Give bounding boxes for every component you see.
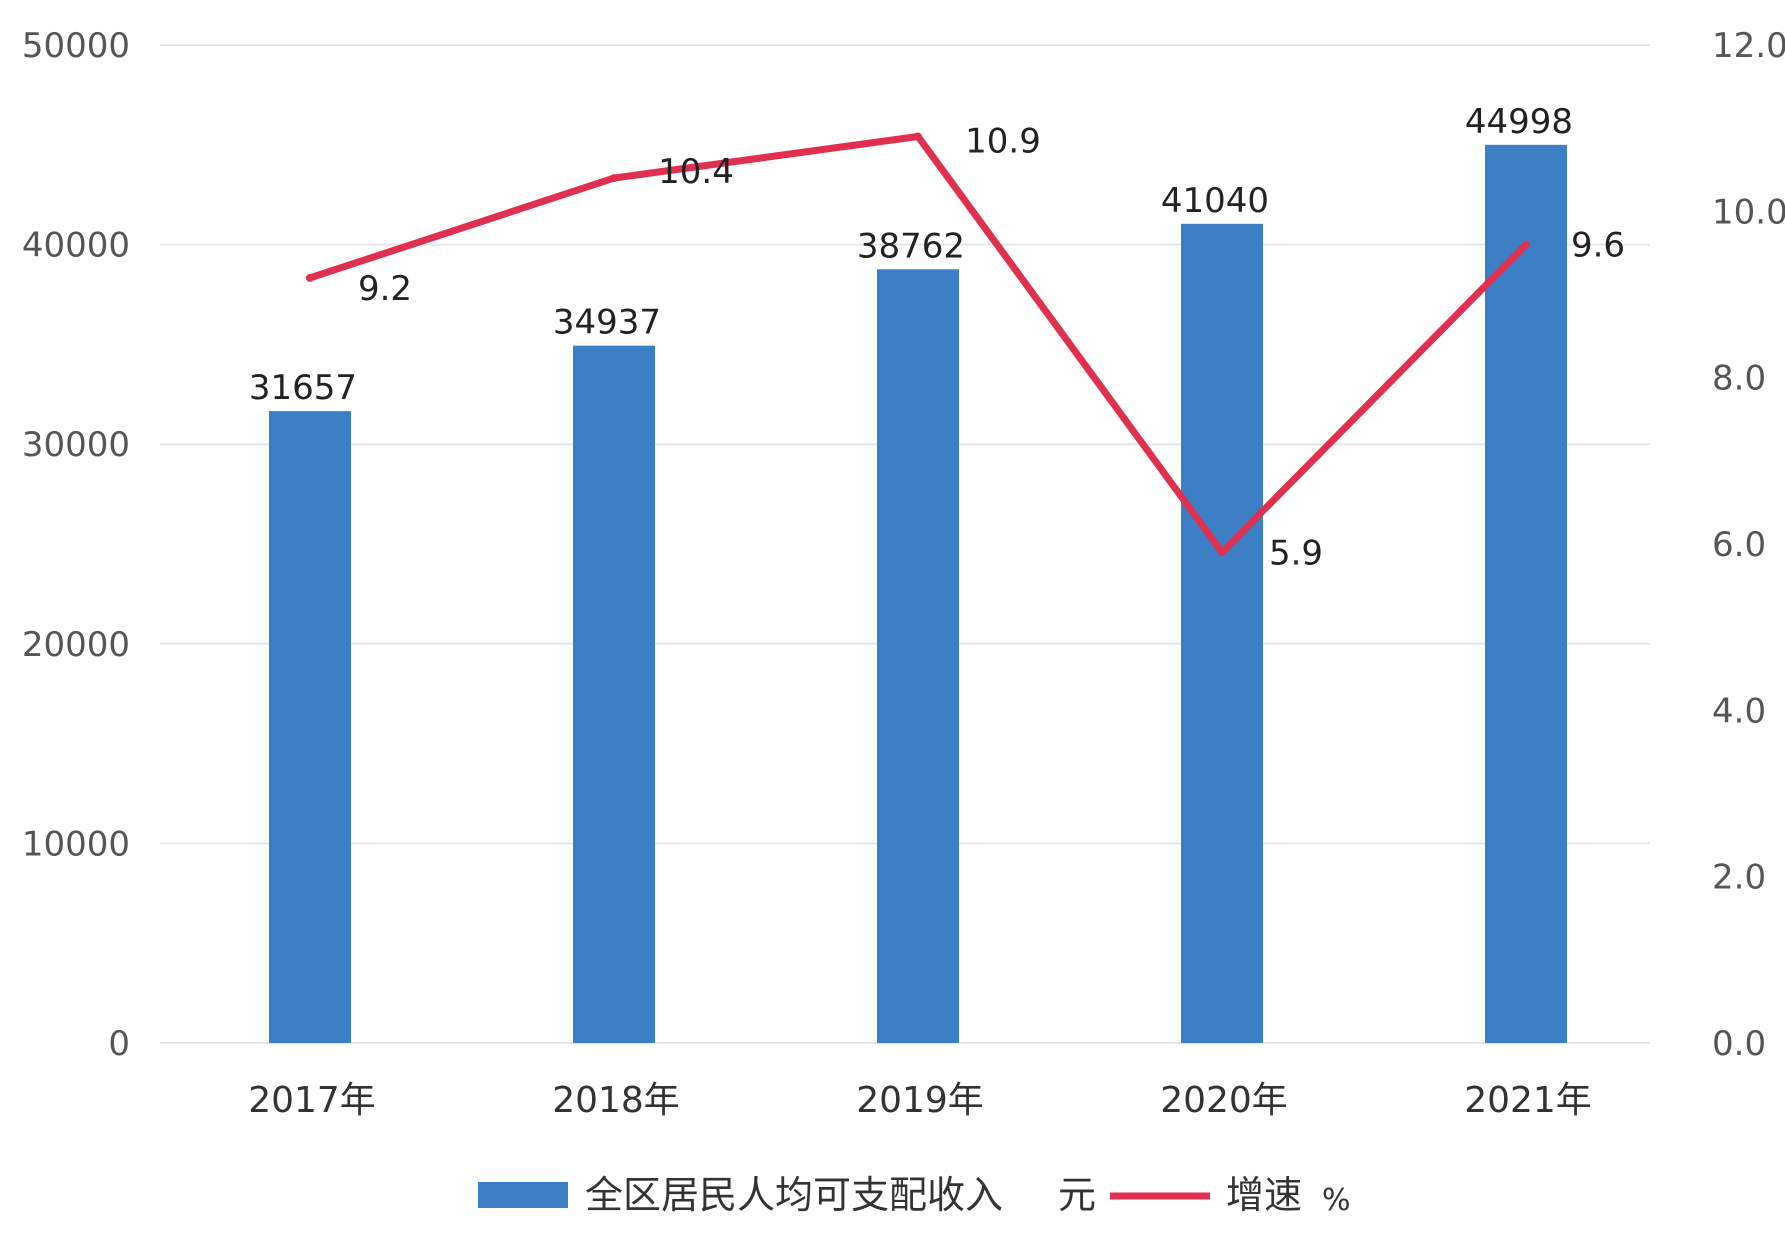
bar bbox=[269, 411, 351, 1043]
right-tick-label: 2.0 bbox=[1712, 858, 1766, 898]
line-value-label: 5.9 bbox=[1269, 533, 1323, 573]
bar bbox=[573, 345, 655, 1043]
line-value-label: 10.9 bbox=[965, 121, 1041, 161]
left-tick-label: 50000 bbox=[22, 26, 130, 66]
line-point bbox=[306, 273, 314, 282]
right-tick-label: 0.0 bbox=[1712, 1024, 1766, 1064]
category-label: 2019年 bbox=[856, 1080, 984, 1121]
left-tick-label: 20000 bbox=[22, 625, 130, 665]
left-tick-label: 10000 bbox=[22, 824, 130, 864]
legend-line-label: 增速 bbox=[1226, 1173, 1302, 1217]
bar-value-label: 31657 bbox=[249, 368, 357, 408]
right-tick-label: 8.0 bbox=[1712, 359, 1766, 399]
legend: 全区居民人均可支配收入 元 增速 % bbox=[478, 1173, 1351, 1218]
line-value-label: 10.4 bbox=[658, 152, 734, 192]
left-axis-ticks: 0 10000 20000 30000 40000 50000 bbox=[22, 26, 130, 1064]
bar-series bbox=[269, 144, 1567, 1044]
right-tick-label: 10.0 bbox=[1712, 192, 1785, 232]
category-label: 2020年 bbox=[1160, 1080, 1288, 1121]
left-tick-label: 40000 bbox=[22, 226, 130, 266]
left-tick-label: 30000 bbox=[22, 425, 130, 465]
line-data-labels: 9.2 10.4 10.9 5.9 9.6 bbox=[358, 121, 1625, 573]
bar-value-label: 44998 bbox=[1465, 102, 1573, 142]
right-tick-label: 12.0 bbox=[1712, 26, 1785, 66]
legend-bar-unit: 元 bbox=[1058, 1173, 1096, 1217]
line-point bbox=[914, 132, 922, 141]
left-tick-label: 0 bbox=[108, 1024, 130, 1064]
line-series bbox=[306, 132, 1530, 557]
right-tick-label: 6.0 bbox=[1712, 525, 1766, 565]
legend-line-unit: % bbox=[1322, 1183, 1351, 1218]
line-point bbox=[1522, 240, 1530, 249]
bar-value-label: 34937 bbox=[553, 303, 661, 343]
legend-bar-label: 全区居民人均可支配收入 bbox=[585, 1173, 1003, 1217]
line-point bbox=[1218, 548, 1226, 557]
category-label: 2021年 bbox=[1464, 1080, 1592, 1121]
category-label: 2017年 bbox=[248, 1080, 376, 1121]
right-axis-ticks: 0.0 2.0 4.0 6.0 8.0 10.0 12.0 bbox=[1712, 26, 1785, 1064]
category-label: 2018年 bbox=[552, 1080, 680, 1121]
bar bbox=[1485, 144, 1567, 1044]
bar-value-label: 38762 bbox=[857, 226, 965, 266]
bar bbox=[877, 269, 959, 1043]
right-tick-label: 4.0 bbox=[1712, 691, 1766, 731]
bar-value-label: 41040 bbox=[1161, 181, 1269, 221]
legend-bar-swatch bbox=[478, 1182, 568, 1208]
line-point bbox=[610, 174, 618, 183]
line-value-label: 9.6 bbox=[1571, 226, 1625, 266]
category-axis: 2017年 2018年 2019年 2020年 2021年 bbox=[248, 1080, 1592, 1121]
bar bbox=[1181, 223, 1263, 1043]
line-value-label: 9.2 bbox=[358, 269, 412, 309]
bar-data-labels: 31657 34937 38762 41040 44998 bbox=[249, 102, 1573, 408]
